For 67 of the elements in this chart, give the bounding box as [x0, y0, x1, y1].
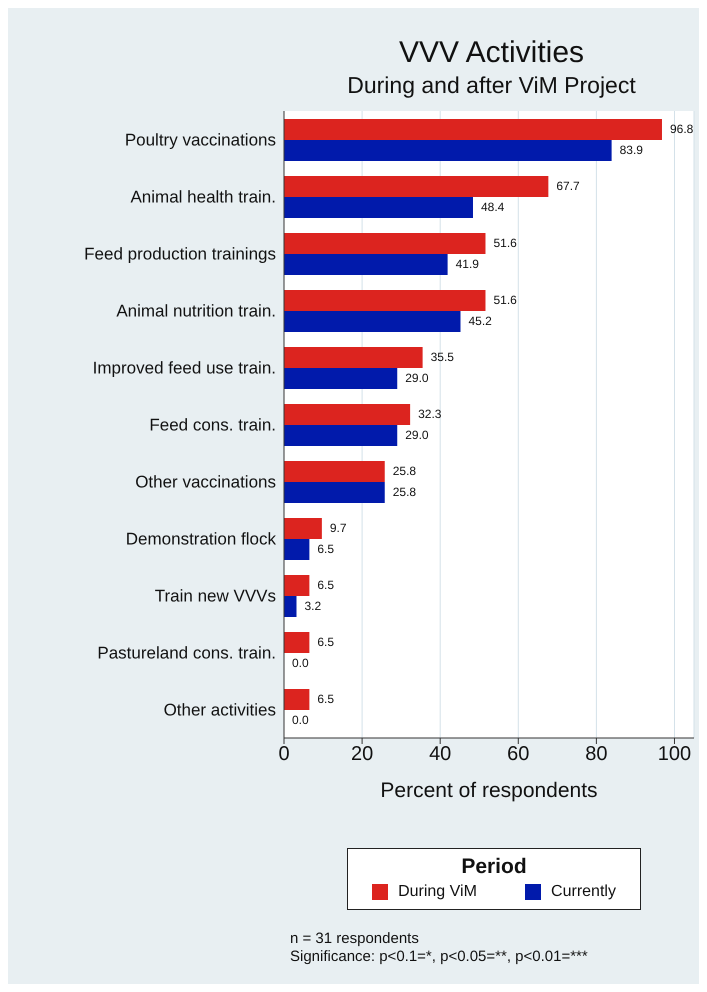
bar	[284, 518, 322, 539]
data-label: 9.7	[330, 521, 347, 536]
bar	[284, 118, 662, 140]
data-label: 0.0	[292, 656, 310, 670]
bar	[284, 460, 385, 482]
bar	[284, 196, 473, 218]
data-label: 6.5	[317, 635, 334, 650]
x-tick-label: 100	[658, 743, 692, 766]
data-label: 67.7	[556, 179, 580, 194]
bar	[284, 424, 398, 446]
bar	[284, 404, 410, 425]
data-label: 45.2	[468, 314, 492, 328]
data-label: 6.5	[317, 542, 334, 556]
chart-subtitle: During and after ViM Project	[346, 72, 637, 99]
x-tick-label: 80	[585, 743, 608, 766]
text: Significance: p<0.1=*, p<0.05=**, p<0.01=***	[290, 948, 588, 966]
data-label: 25.8	[392, 464, 416, 478]
y-tick-label: Feed production trainings	[84, 244, 276, 264]
bar	[284, 290, 486, 311]
data-label: 51.6	[493, 293, 518, 308]
bar	[284, 310, 460, 332]
bar	[284, 538, 310, 560]
legend-label: During ViM	[398, 883, 477, 901]
bar	[284, 632, 310, 653]
y-tick-label: Pastureland cons. train.	[97, 644, 276, 663]
data-label: 83.9	[620, 142, 644, 157]
data-label: 6.5	[317, 692, 334, 706]
data-label: 29.0	[405, 370, 429, 385]
legend-label: Currently	[551, 883, 616, 901]
y-tick-label: Other activities	[164, 700, 276, 720]
data-label: 35.5	[430, 350, 454, 364]
x-tick-label: 20	[350, 743, 374, 766]
bar	[284, 482, 385, 503]
data-label: 25.8	[392, 484, 416, 499]
bar	[284, 176, 548, 197]
legend-title: Period	[460, 855, 528, 879]
y-tick-label: Animal nutrition train.	[116, 302, 276, 321]
bar	[284, 346, 423, 368]
data-label: 96.8	[670, 122, 694, 136]
text: n = 31 respondents	[290, 930, 420, 948]
bar	[284, 232, 486, 254]
data-label: 48.4	[480, 200, 505, 214]
y-tick-label: Demonstration flock	[126, 530, 276, 549]
data-label: 0.0	[292, 712, 310, 727]
y-tick-label: Poultry vaccinations	[124, 130, 276, 150]
data-label: 51.6	[493, 236, 518, 250]
data-label: 41.9	[456, 256, 480, 271]
y-tick-label: Improved feed use train.	[92, 358, 276, 378]
bar	[284, 596, 296, 617]
x-tick-label: 0	[278, 743, 290, 766]
bar	[284, 574, 310, 596]
data-label: 29.0	[405, 428, 429, 442]
data-label: 6.5	[317, 578, 334, 592]
chart-title: VVV Activities	[398, 36, 586, 70]
y-tick-label: Animal health train.	[130, 188, 276, 207]
bar	[284, 254, 448, 275]
y-tick-label: Other vaccinations	[135, 472, 276, 492]
data-label: 32.3	[418, 407, 442, 422]
bar	[284, 368, 398, 389]
x-tick-label: 40	[429, 743, 452, 766]
x-tick-label: 60	[507, 743, 530, 766]
data-label: 3.2	[304, 598, 322, 613]
bar	[284, 688, 310, 710]
y-tick-label: Feed cons. train.	[149, 416, 276, 435]
bar	[284, 140, 612, 161]
x-axis-title: Percent of respondents	[380, 779, 598, 802]
y-tick-label: Train new VVVs	[154, 586, 276, 606]
